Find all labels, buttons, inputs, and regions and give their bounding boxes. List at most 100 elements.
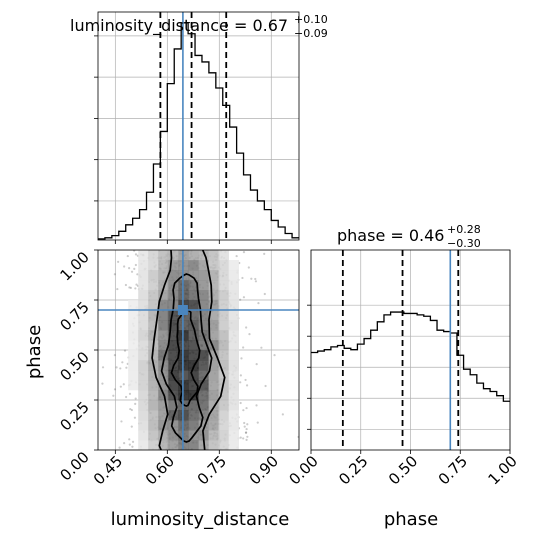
- density-cell: [168, 260, 179, 271]
- density-cell: [218, 330, 229, 341]
- density-cell: [228, 360, 239, 371]
- luminosity-distance-histogram-panel: [94, 11, 300, 244]
- density-cell: [168, 270, 179, 281]
- density-cell: [208, 310, 219, 321]
- quantile-lines-right: [341, 250, 460, 450]
- density-cell: [228, 320, 239, 331]
- density-cell: [138, 300, 149, 311]
- scatter-point: [101, 366, 105, 369]
- density-cell: [208, 330, 219, 341]
- scatter-point: [244, 378, 247, 382]
- density-cell: [218, 300, 229, 311]
- density-cell: [198, 380, 209, 391]
- scatter-point: [112, 394, 115, 397]
- scatter-point: [123, 442, 126, 445]
- density-cell: [228, 300, 239, 311]
- density-cell: [128, 310, 139, 321]
- scatter-point: [248, 333, 251, 336]
- title-luminosity-distance-upper: +0.10: [294, 13, 328, 26]
- density-cell: [128, 330, 139, 341]
- density-cell: [208, 410, 219, 421]
- y-tick-label-0.25: 0.25: [56, 398, 92, 434]
- scatter-point: [241, 276, 244, 280]
- title-luminosity-distance: luminosity_distance = 0.67 +0.10 −0.09: [70, 13, 328, 40]
- density-cell: [138, 270, 149, 281]
- density-cell: [138, 440, 149, 450]
- density-cell: [138, 280, 149, 291]
- density-cell: [138, 420, 149, 431]
- scatter-point: [273, 354, 276, 357]
- density-cell: [198, 270, 209, 281]
- density-cell: [188, 380, 199, 391]
- scatter-point: [243, 425, 246, 428]
- scatter-point: [101, 382, 104, 385]
- density-cell: [198, 320, 209, 331]
- density-cell: [228, 420, 239, 431]
- scatter-point: [246, 435, 249, 438]
- density-cell: [138, 430, 149, 441]
- density-cell: [158, 250, 169, 261]
- scatter-point: [245, 438, 248, 441]
- scatter-point: [134, 397, 137, 400]
- density-cell: [148, 390, 159, 401]
- density-cell: [148, 330, 159, 341]
- density-cell: [138, 380, 149, 391]
- density-cell: [168, 380, 179, 391]
- density-cell: [158, 330, 169, 341]
- density-cell: [208, 290, 219, 301]
- x-tick-label-0.60: 0.60: [142, 452, 178, 488]
- scatter-point: [245, 384, 249, 387]
- scatter-point: [128, 438, 131, 441]
- density-cell: [228, 310, 239, 321]
- scatter-point: [134, 253, 138, 256]
- density-cell: [138, 330, 149, 341]
- density-cell: [228, 340, 239, 351]
- scatter-point: [264, 384, 267, 388]
- scatter-point: [245, 427, 248, 431]
- density-cell: [208, 370, 219, 381]
- scatter-point: [136, 273, 139, 276]
- density-cell: [188, 420, 199, 431]
- ticks-right: [307, 304, 511, 454]
- scatter-point: [245, 326, 248, 329]
- density-cell: [218, 390, 229, 401]
- scatter-point: [257, 302, 260, 305]
- density-cell: [148, 320, 159, 331]
- density-cell: [228, 430, 239, 441]
- density-cell: [218, 320, 229, 331]
- density-cell: [158, 410, 169, 421]
- scatter-point: [135, 283, 138, 286]
- scatter-point: [133, 416, 137, 419]
- scatter-point: [242, 346, 245, 349]
- density-cell: [158, 380, 169, 391]
- density-cell: [158, 340, 169, 351]
- density-cell: [158, 440, 169, 450]
- density-cell: [138, 340, 149, 351]
- scatter-point: [123, 349, 127, 352]
- scatter-point: [117, 260, 120, 263]
- density-cell: [138, 260, 149, 271]
- density-cell: [168, 430, 179, 441]
- density-cell: [148, 290, 159, 301]
- scatter-point: [246, 423, 249, 426]
- density-cell: [208, 270, 219, 281]
- scatter-point: [263, 292, 266, 296]
- scatter-point: [239, 436, 242, 439]
- density-cell: [228, 370, 239, 381]
- density-cell: [138, 320, 149, 331]
- scatter-point: [239, 374, 242, 377]
- density-cell: [208, 440, 219, 450]
- density-cell: [218, 400, 229, 411]
- density-cell: [228, 280, 239, 291]
- density-cell: [168, 350, 179, 361]
- density-cell: [148, 270, 159, 281]
- density-cell: [168, 330, 179, 341]
- scatter-point: [128, 443, 131, 446]
- density-cell: [218, 350, 229, 361]
- title-phase-lower: −0.30: [447, 237, 481, 250]
- density-cell: [218, 440, 229, 450]
- density-cell: [188, 350, 199, 361]
- scatter-point: [255, 363, 258, 366]
- density-cell: [208, 430, 219, 441]
- scatter-point: [131, 440, 135, 443]
